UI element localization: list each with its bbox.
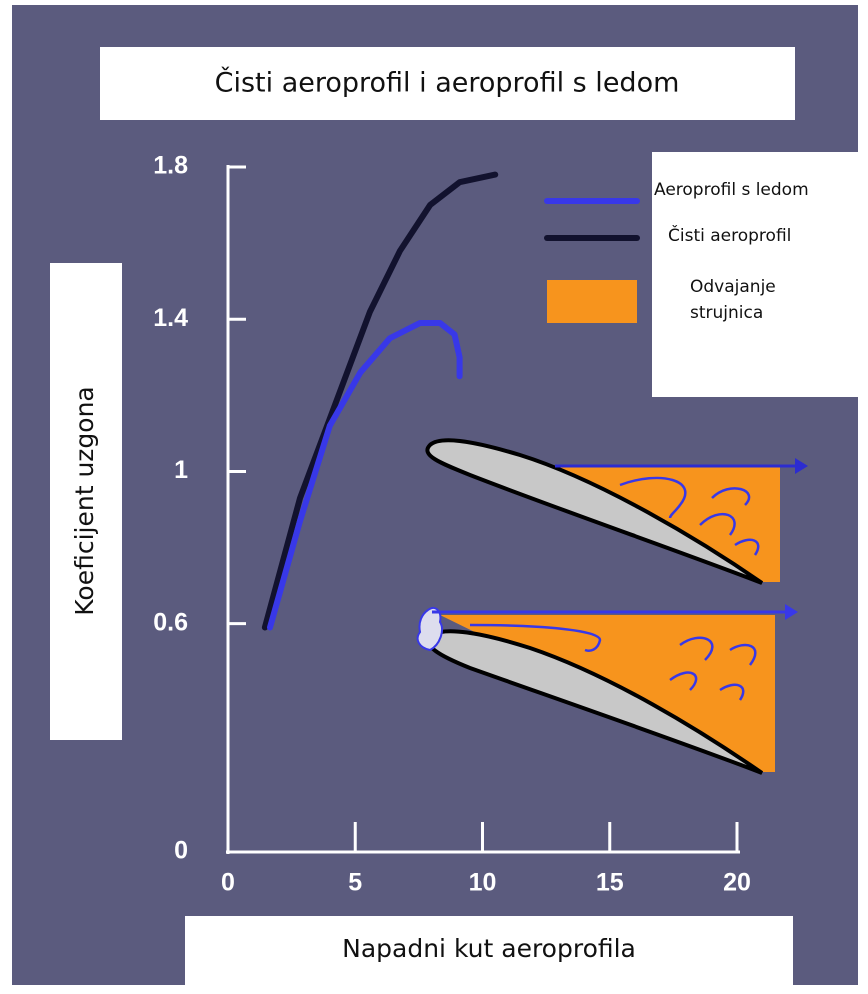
- x-tick-label: 0: [221, 869, 235, 897]
- y-tick-label: 1.8: [153, 152, 188, 180]
- y-tick-label: 0.6: [153, 608, 188, 636]
- y-axis-label: Koeficijent uzgona: [70, 386, 99, 615]
- airfoil-illustration: [425, 438, 808, 585]
- x-axis-label: Napadni kut aeroprofila: [342, 934, 636, 963]
- y-tick-label: 1: [174, 456, 188, 484]
- legend-label: Odvajanje strujnica: [690, 277, 776, 323]
- x-tick-label: 15: [596, 869, 624, 897]
- y-tick-label: 0: [174, 837, 188, 865]
- legend-box: [652, 152, 862, 397]
- y-label-box: [50, 263, 122, 740]
- legend-label: Aeroprofil s ledom: [654, 180, 809, 200]
- title-box: [100, 47, 795, 120]
- x-tick-label: 20: [723, 869, 751, 897]
- iced-airfoil-illustration: [416, 604, 798, 775]
- legend-swatch: [547, 280, 637, 323]
- x-label-box: [185, 916, 793, 985]
- y-tick-label: 1.4: [153, 304, 188, 332]
- x-tick-label: 10: [469, 869, 497, 897]
- legend-label: Čisti aeroprofil: [668, 226, 792, 246]
- series-line: [261, 171, 499, 631]
- series-line: [266, 320, 463, 631]
- x-tick-label: 5: [348, 869, 362, 897]
- chart-title: Čisti aeroprofil i aeroprofil s ledom: [215, 67, 680, 99]
